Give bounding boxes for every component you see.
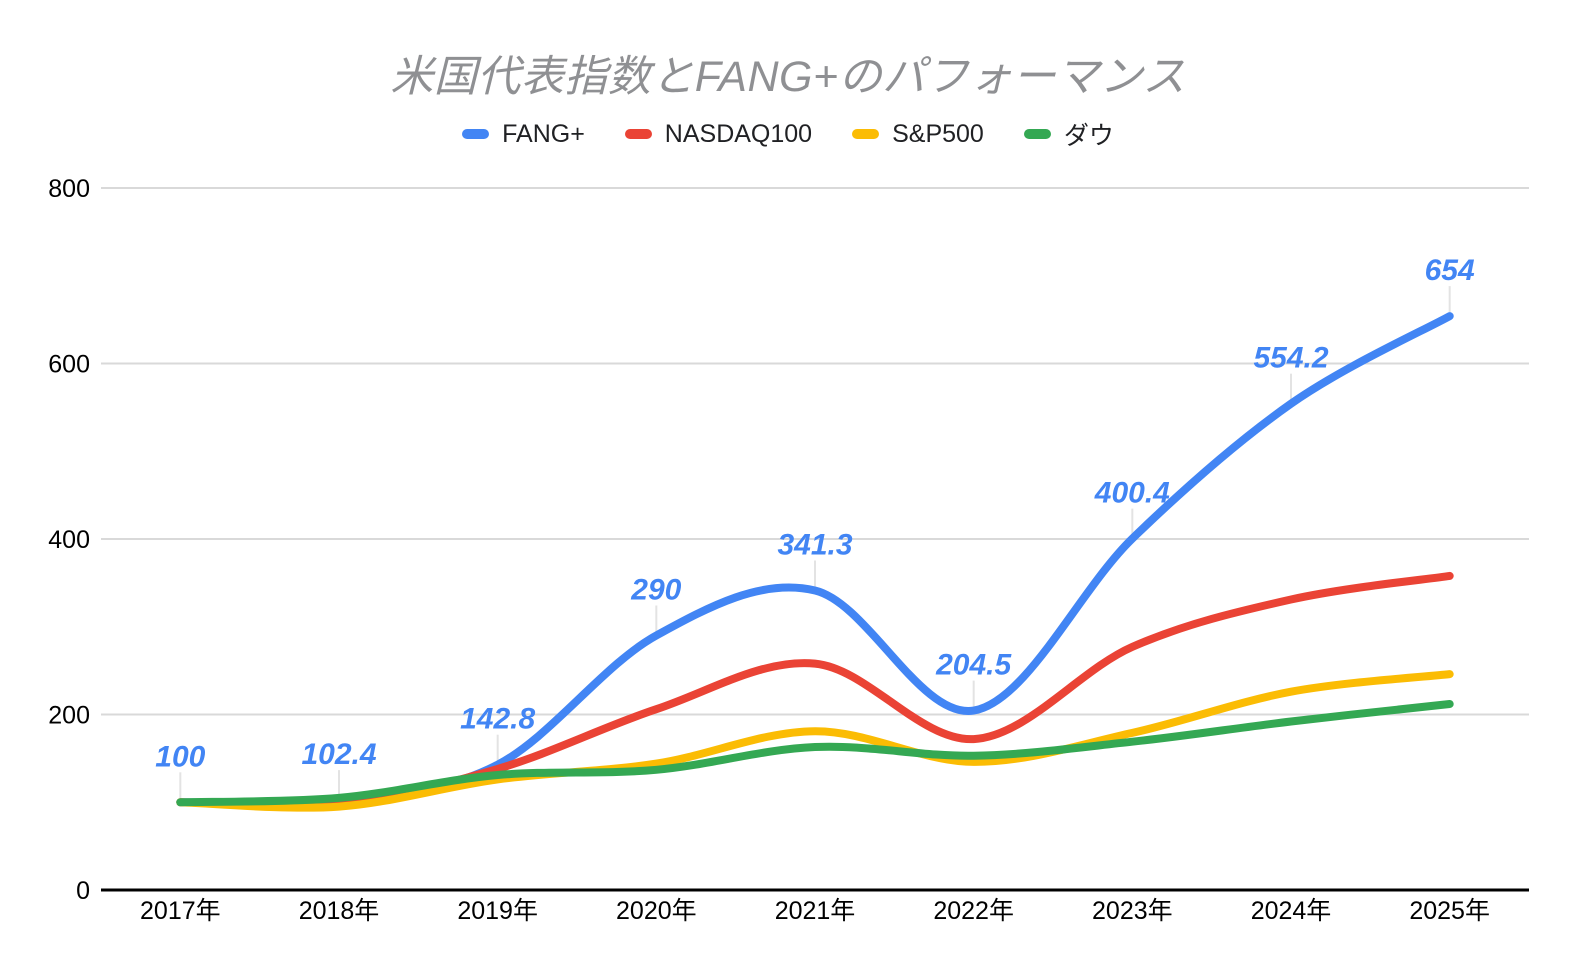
legend-item-3: ダウ (1023, 116, 1114, 152)
y-tick-label: 200 (48, 702, 90, 730)
x-tick-label: 2021年 (775, 897, 856, 925)
x-tick-label: 2025年 (1409, 897, 1490, 925)
x-tick-label: 2022年 (933, 897, 1014, 925)
series-line-2 (176, 670, 1454, 812)
y-tick-label: 400 (48, 526, 90, 554)
y-tick-label: 800 (48, 175, 90, 203)
legend-label: FANG+ (502, 119, 585, 148)
y-tick-label: 600 (48, 351, 90, 379)
data-label: 100 (155, 740, 205, 773)
chart-legend: FANG+ NASDAQ100 S&P500 ダウ (0, 116, 1576, 152)
legend-item-0: FANG+ (462, 120, 585, 149)
x-tick-label: 2020年 (616, 897, 697, 925)
legend-item-2: S&P500 (852, 120, 984, 149)
y-tick-label: 0 (76, 877, 90, 905)
x-tick-label: 2018年 (299, 897, 380, 925)
series-line-3 (176, 700, 1454, 807)
data-label: 400.4 (1094, 477, 1170, 510)
x-tick-label: 2024年 (1251, 897, 1332, 925)
legend-swatch-icon (1023, 129, 1051, 139)
legend-item-1: NASDAQ100 (624, 119, 813, 149)
legend-label: S&P500 (892, 119, 984, 148)
x-tick-label: 2023年 (1092, 897, 1173, 925)
data-label: 102.4 (301, 738, 376, 771)
chart-title: 米国代表指数とFANG+のパフォーマンス (390, 53, 1186, 101)
data-label: 290 (630, 574, 681, 607)
series-line-1 (176, 571, 1454, 810)
x-tick-label: 2017年 (140, 897, 221, 925)
data-label: 204.5 (935, 649, 1012, 682)
data-label: 554.2 (1253, 342, 1328, 375)
legend-swatch-icon (852, 129, 880, 139)
legend-label: ダウ (1063, 122, 1114, 150)
legend-swatch-icon (624, 129, 652, 139)
data-label: 654 (1425, 254, 1475, 287)
data-label: 341.3 (777, 529, 852, 562)
data-label: 142.8 (460, 703, 535, 736)
legend-swatch-icon (462, 129, 490, 139)
x-tick-label: 2019年 (457, 897, 538, 925)
legend-label: NASDAQ100 (664, 119, 813, 148)
